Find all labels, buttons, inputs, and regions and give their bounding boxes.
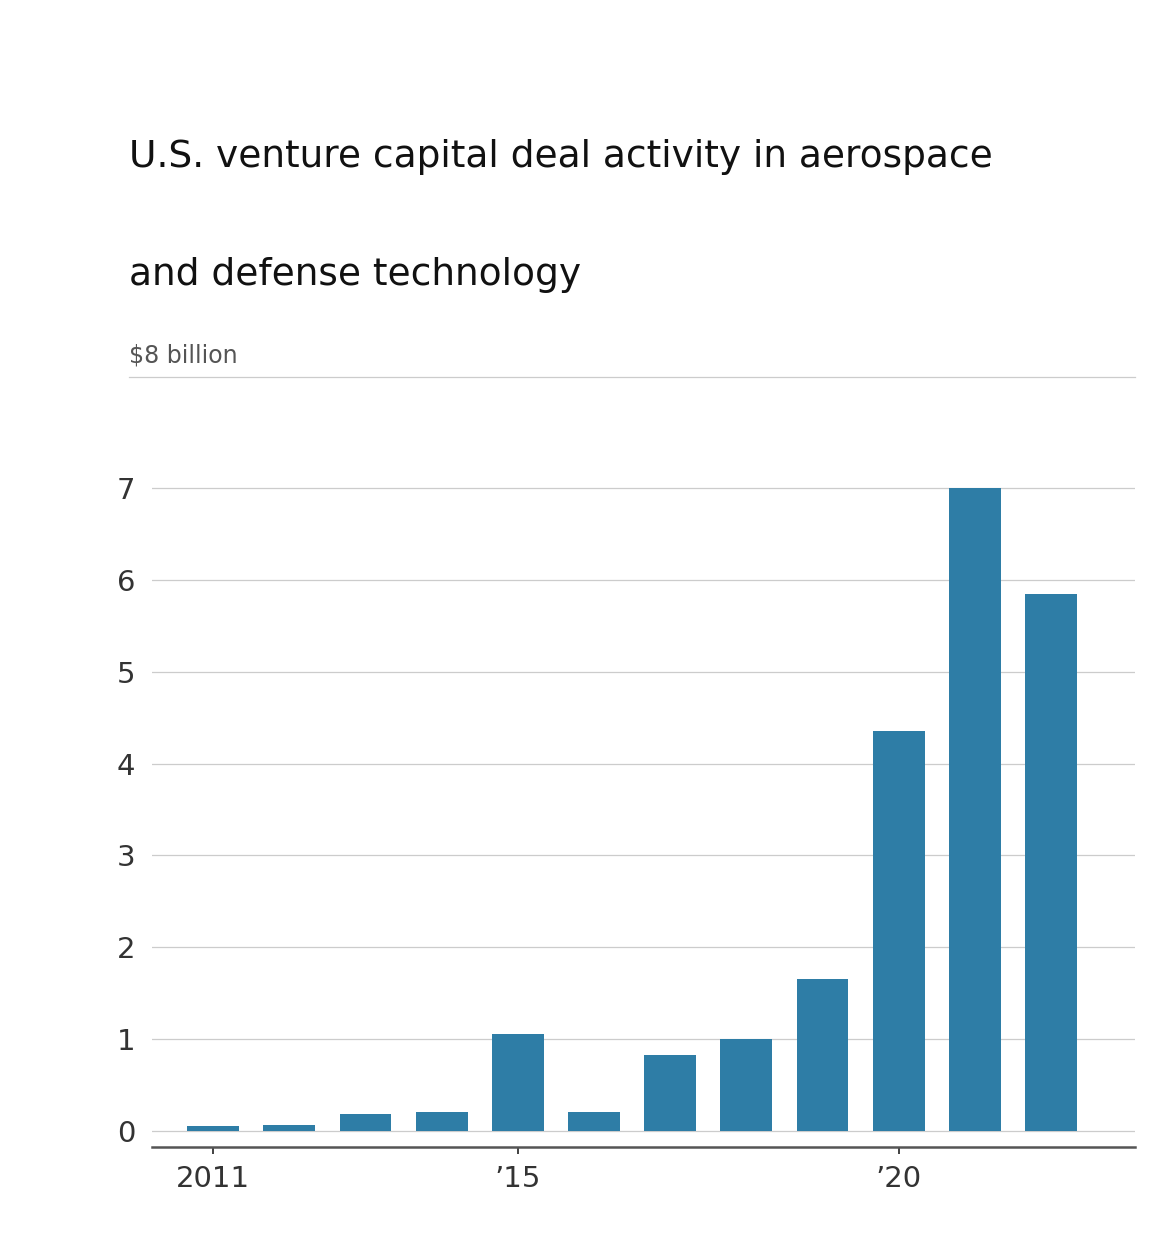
- Bar: [569, 1112, 620, 1131]
- Text: U.S. venture capital deal activity in aerospace: U.S. venture capital deal activity in ae…: [129, 138, 992, 175]
- Bar: [949, 489, 1000, 1131]
- Bar: [187, 1126, 239, 1131]
- Text: $8 billion: $8 billion: [129, 344, 238, 368]
- Bar: [873, 732, 924, 1131]
- Text: and defense technology: and defense technology: [129, 257, 580, 293]
- Bar: [645, 1055, 696, 1131]
- Bar: [339, 1115, 391, 1131]
- Bar: [415, 1112, 468, 1131]
- Bar: [721, 1039, 772, 1131]
- Bar: [491, 1034, 544, 1131]
- Bar: [797, 979, 848, 1131]
- Bar: [263, 1125, 315, 1131]
- Bar: [1025, 594, 1078, 1131]
